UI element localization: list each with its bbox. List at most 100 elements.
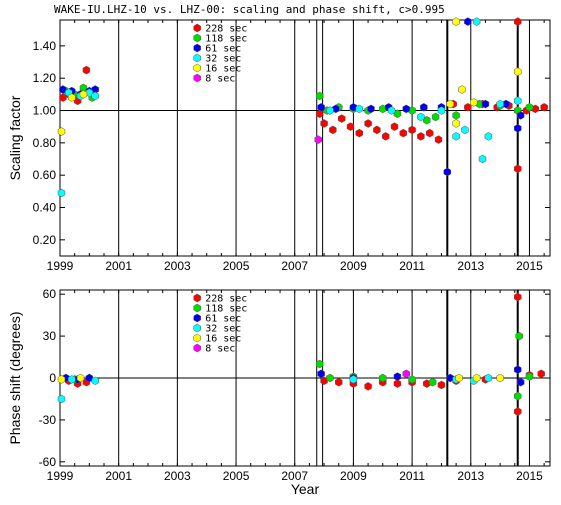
data-point <box>514 292 522 302</box>
legend-marker <box>193 33 201 43</box>
data-point <box>540 103 548 112</box>
data-point <box>332 104 340 114</box>
legend-label: 16 sec <box>205 334 241 345</box>
data-point <box>57 375 66 384</box>
data-point <box>85 373 94 383</box>
data-point <box>420 103 428 112</box>
data-point <box>496 373 504 383</box>
data-point <box>329 125 337 135</box>
data-point <box>514 67 522 77</box>
data-point <box>91 91 99 101</box>
data-point <box>76 373 85 383</box>
data-point <box>399 128 408 138</box>
x-tick-label: 2007 <box>281 469 308 483</box>
data-point <box>458 85 466 94</box>
data-point <box>91 376 99 386</box>
y-tick-label: -60 <box>39 455 57 469</box>
legend-marker <box>193 63 201 73</box>
data-point <box>355 128 363 138</box>
x-tick-label: 2001 <box>105 469 132 483</box>
data-point <box>317 103 325 112</box>
data-point <box>320 119 328 128</box>
x-tick-label: 2011 <box>399 259 425 273</box>
data-point <box>85 88 94 98</box>
y-tick-label: 0.20 <box>33 233 57 247</box>
data-point <box>364 119 372 128</box>
data-point <box>408 125 416 135</box>
data-point <box>472 17 481 26</box>
data-point <box>393 372 402 381</box>
y-axis-label: Phase shift (degrees) <box>7 311 23 444</box>
data-point <box>408 375 416 384</box>
data-point <box>82 65 91 75</box>
data-point <box>402 369 410 379</box>
legend-marker <box>193 343 201 353</box>
data-point <box>514 164 522 173</box>
y-tick-label: 1.00 <box>33 104 57 118</box>
x-tick-label: 2009 <box>340 469 367 483</box>
legend-label: 228 sec <box>205 24 247 35</box>
x-tick-label: 2005 <box>223 469 250 483</box>
x-axis-label: Year <box>291 481 320 497</box>
data-point <box>437 106 446 115</box>
data-point <box>381 132 390 141</box>
data-point <box>446 99 454 109</box>
legend-marker <box>193 323 201 333</box>
legend-marker <box>193 73 201 83</box>
data-point <box>349 103 358 112</box>
data-point <box>455 373 463 383</box>
x-tick-label: 2015 <box>516 259 543 273</box>
data-point <box>367 104 375 114</box>
data-point <box>537 369 545 379</box>
legend-label: 32 sec <box>205 324 241 335</box>
data-point <box>484 132 493 141</box>
x-tick-label: 2003 <box>164 259 191 273</box>
legend-label: 61 sec <box>205 314 241 325</box>
x-tick-label: 2009 <box>340 259 367 273</box>
data-point <box>57 188 66 198</box>
x-tick-label: 2013 <box>457 259 484 273</box>
legend-marker <box>193 23 201 33</box>
data-point <box>515 331 523 341</box>
data-point <box>337 114 346 123</box>
x-tick-label: 2001 <box>105 259 132 273</box>
legend-marker <box>193 333 201 343</box>
data-point <box>68 93 76 102</box>
data-point <box>402 104 410 114</box>
data-point <box>516 111 525 120</box>
x-tick-label: 1999 <box>47 469 74 483</box>
y-tick-label: 0.60 <box>33 168 57 182</box>
data-point <box>335 377 343 387</box>
data-point <box>496 99 504 109</box>
data-point <box>452 119 460 128</box>
data-point <box>315 359 324 369</box>
x-tick-label: 2003 <box>164 469 191 483</box>
data-point <box>472 373 481 383</box>
y-tick-label: 1.40 <box>33 39 57 53</box>
legend-label: 8 sec <box>205 74 235 85</box>
legend-label: 118 sec <box>205 34 247 45</box>
legend-label: 118 sec <box>205 304 247 315</box>
data-point <box>514 365 522 374</box>
data-point <box>481 99 490 109</box>
legend-label: 61 sec <box>205 44 241 55</box>
data-point <box>514 17 522 26</box>
data-point <box>514 407 522 416</box>
x-tick-label: 2005 <box>223 259 250 273</box>
data-point <box>326 373 334 383</box>
data-point <box>57 127 66 136</box>
legend-marker <box>193 43 201 53</box>
y-axis-label: Scaling factor <box>7 95 23 180</box>
data-point <box>364 382 372 391</box>
data-point <box>314 135 322 144</box>
data-point <box>464 17 472 26</box>
x-tick-label: 2015 <box>516 469 543 483</box>
legend-label: 16 sec <box>205 64 241 75</box>
data-point <box>452 17 460 26</box>
data-point <box>317 369 325 379</box>
data-point <box>470 98 478 107</box>
x-tick-label: 2007 <box>281 259 308 273</box>
data-point <box>446 373 454 383</box>
y-tick-label: 60 <box>43 287 57 301</box>
